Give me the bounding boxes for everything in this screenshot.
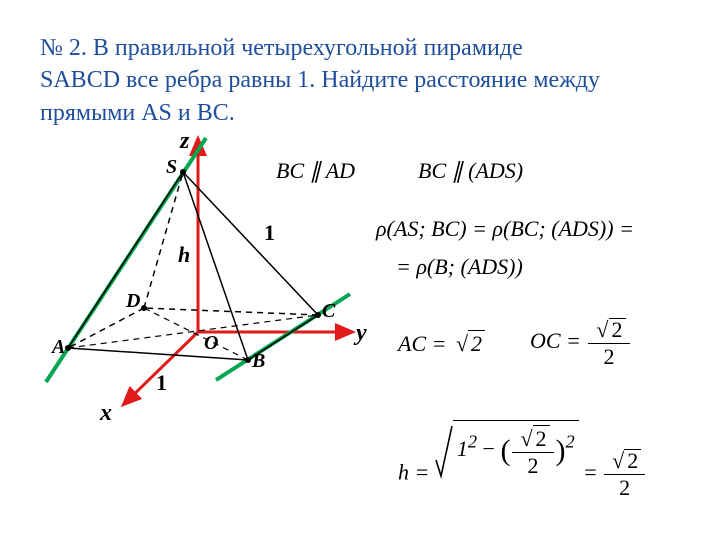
oc-eq-lhs: OC = <box>530 328 586 353</box>
ac-eq: AC = 2 <box>398 330 485 357</box>
rho1b-text: = ρ(B; (ADS)) <box>396 254 523 279</box>
problem-line2: SABCD все ребра равны 1. Найдите расстоя… <box>40 67 600 93</box>
den2-b: 2 <box>512 453 553 477</box>
sqrt2-c: 2 <box>533 425 550 450</box>
exp-a: 2 <box>468 432 477 452</box>
label-b: B <box>252 350 265 373</box>
bc-par-ads: BC ∥ (ADS) <box>418 158 523 184</box>
axis-x: x <box>100 400 112 427</box>
exp-b: 2 <box>566 432 575 452</box>
axis-y: y <box>356 320 367 347</box>
side-1: 1 <box>156 370 167 396</box>
rho1a-text: ρ(AS; BC) = ρ(BC; (ADS)) = <box>376 216 634 241</box>
label-s: S <box>166 156 177 179</box>
h-eq-lhs: h = <box>398 460 435 485</box>
diagram-svg <box>38 150 378 430</box>
bc-par-ad: BC ∥ AD <box>276 158 355 184</box>
oc-eq: OC = 2 2 <box>530 318 632 368</box>
edge-sd <box>144 172 183 308</box>
label-d: D <box>126 290 140 313</box>
sqrt2-b: 2 <box>609 318 626 341</box>
den2-c: 2 <box>604 475 645 499</box>
problem-line1: № 2. В правильной четырехугольной пирами… <box>40 35 523 61</box>
axis-z: z <box>180 128 189 155</box>
one: 1 <box>457 436 468 461</box>
label-o: O <box>204 332 218 355</box>
label-c: C <box>322 300 335 323</box>
sqrt2-d: 2 <box>624 449 641 472</box>
den2-a: 2 <box>588 344 629 368</box>
big-sqrt: 12 − (22)2 <box>435 420 579 483</box>
sqrt2-a: 2 <box>468 330 485 357</box>
edge-len-1: 1 <box>264 220 275 246</box>
edge-ab <box>68 348 248 360</box>
edge-sa <box>68 172 183 348</box>
height-h: h <box>178 242 190 268</box>
pyramid-diagram: A B C D S O x y z 1 h 1 <box>38 150 378 430</box>
rho-line-b: = ρ(B; (ADS)) <box>396 254 523 280</box>
h-eq: h = 12 − (22)2 = 22 <box>398 420 647 499</box>
problem-line3: прямыми AS и ВС. <box>40 100 235 126</box>
problem-statement: № 2. В правильной четырехугольной пирами… <box>40 32 680 129</box>
edge-sc <box>183 172 318 315</box>
rho-line-a: ρ(AS; BC) = ρ(BC; (ADS)) = <box>376 216 634 242</box>
label-a: A <box>52 336 65 359</box>
ac-eq-lhs: AC = <box>398 331 452 356</box>
